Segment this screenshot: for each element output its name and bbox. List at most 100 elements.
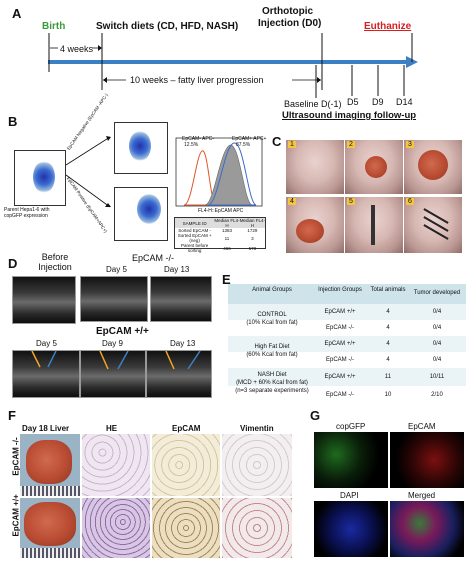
surgery-photo-6: [404, 197, 462, 253]
table-cell: 10/11: [429, 374, 445, 380]
panel-a-label: A: [12, 6, 22, 21]
panel-b-svg: [65, 136, 263, 208]
surgery-photo-1: [286, 140, 344, 194]
panel-c-label: C: [272, 134, 282, 149]
sorted-pos-scatter: [114, 187, 168, 241]
panel-f-label: F: [8, 408, 16, 423]
step-badge: 3: [406, 141, 414, 148]
table-cell: 11: [384, 374, 392, 380]
table-cell: EpCAM +/+: [324, 309, 356, 315]
group-nash-sub: (MCD + 60% Kcal from fat): [236, 380, 308, 386]
ultrasound-pos-day13: [146, 350, 212, 398]
before-injection-label: Before Injection: [38, 252, 72, 272]
header-merged: Merged: [408, 491, 436, 500]
switch-diets-label: Switch diets (CD, HFD, NASH): [96, 21, 239, 32]
table-cell: 0/4: [432, 341, 442, 347]
table-cell: 10: [384, 392, 392, 398]
header-tumor-developed: Tumor developed: [413, 290, 461, 296]
liver-photo-pos: [20, 498, 80, 558]
neg-day13-label: Day 13: [164, 265, 190, 274]
sorted-neg-scatter: [114, 122, 168, 174]
vimentin-stain-pos: [222, 498, 292, 558]
group-hfd-sub: (60% Kcal from fat): [246, 352, 298, 358]
panel-e-label: E: [222, 272, 231, 287]
parent-caption: Parent Hepa1-6 with copGFP expression: [4, 207, 50, 219]
parent-scatter-plot: [14, 150, 66, 206]
step-badge: 6: [406, 198, 414, 205]
hist-neg-pct: 12.5%: [184, 142, 199, 148]
header-dapi: DAPI: [340, 491, 359, 500]
he-stain-pos: [82, 498, 150, 558]
pos-day13-label: Day 13: [170, 339, 196, 348]
vimentin-stain-neg: [222, 434, 292, 496]
group-nash-sub2: (n=3 separate experiments): [235, 388, 309, 394]
surgery-photo-4: [286, 197, 344, 253]
table-cell: 2/10: [431, 392, 443, 398]
table-row: Parent before sorting 466 578: [181, 243, 257, 253]
hist-pos-pct: 87.5%: [236, 142, 251, 148]
group-control-name: CONTROL: [257, 312, 287, 318]
table-cell: EpCAM +/+: [324, 341, 356, 347]
header-animal-groups: Animal Groups: [252, 287, 292, 293]
table-cell: EpCAM -/-: [325, 357, 354, 363]
table-cell: 4: [386, 341, 390, 347]
birth-label: Birth: [42, 21, 66, 32]
pos-day9-label: Day 9: [102, 339, 123, 348]
table-cell: 4: [386, 309, 390, 315]
group-hfd-name: High Fat Diet: [254, 344, 290, 350]
surgery-photo-2: [345, 140, 403, 194]
step-badge: 4: [288, 198, 296, 205]
table-row: Sorted EpCAM + (neg) 11 3: [177, 233, 254, 243]
ultrasound-before: [12, 276, 76, 324]
tumor-arrows-svg: [31, 350, 201, 370]
table-cell: 0/4: [432, 309, 442, 315]
hist-pos-curve: [207, 142, 257, 206]
injection-d0-label: Injection (D0): [258, 18, 322, 29]
header-he: HE: [106, 424, 118, 433]
header-liver: Day 18 Liver: [22, 424, 70, 433]
table-cell: 4: [386, 357, 390, 363]
table-cell: 0/4: [432, 325, 442, 331]
ultrasound-neg-day13: [150, 276, 212, 322]
hist-pos-label: EpCAM+ APC+: [232, 136, 267, 142]
table-row: Sorted EpCAM -1383 1729: [178, 228, 258, 233]
table-cell: EpCAM +/+: [324, 374, 356, 380]
epcam-stain-neg: [152, 434, 220, 496]
header-vimentin: Vimentin: [240, 424, 274, 433]
ultrasound-pos-day9: [80, 350, 146, 398]
copgfp-image: [314, 432, 388, 488]
outcome-table: Animal Groups Injection Groups Total ani…: [228, 284, 466, 404]
panel-g-label: G: [310, 408, 321, 423]
merged-image: [390, 501, 464, 557]
table-cell: EpCAM -/-: [325, 392, 354, 398]
ultrasound-label: Ultrasound imaging follow-up: [282, 110, 417, 121]
header-epcam: EpCAM: [172, 424, 201, 433]
hist-neg-label: EpCAM- APC-: [182, 136, 214, 142]
flow-table-header: SAMPLE ID: [182, 220, 207, 226]
step-badge: 1: [288, 141, 296, 148]
d9-label: D9: [372, 97, 384, 107]
four-weeks-label: 4 weeks: [60, 44, 94, 54]
dapi-image: [314, 501, 388, 557]
step-badge: 2: [347, 141, 355, 148]
epcam-stain-pos: [152, 498, 220, 558]
table-cell: 4: [386, 325, 390, 331]
liver-photo-neg: [20, 434, 80, 496]
ultrasound-neg-day5: [80, 276, 148, 322]
header-copgfp: copGFP: [336, 422, 366, 431]
hist-xlabel: FL4-H::EpCAM APC: [198, 208, 244, 214]
d14-label: D14: [396, 97, 413, 107]
ten-weeks-label: 10 weeks – fatty liver progression: [130, 75, 264, 85]
surgery-photo-3: [404, 140, 462, 194]
d5-label: D5: [347, 97, 359, 107]
baseline-label: Baseline D(-1): [284, 99, 342, 109]
group-control-sub: (10% Kcal from fat): [246, 320, 298, 326]
table-cell: EpCAM -/-: [325, 325, 354, 331]
ultrasound-pos-day5: [12, 350, 80, 398]
he-stain-neg: [82, 434, 150, 496]
euthanize-label: Euthanize: [364, 21, 412, 32]
epcam-neg-label: EpCAM -/-: [132, 253, 175, 263]
neg-day5-label: Day 5: [106, 265, 127, 274]
header-epcam-fluor: EpCAM: [408, 422, 436, 431]
panel-b-label: B: [8, 114, 18, 129]
